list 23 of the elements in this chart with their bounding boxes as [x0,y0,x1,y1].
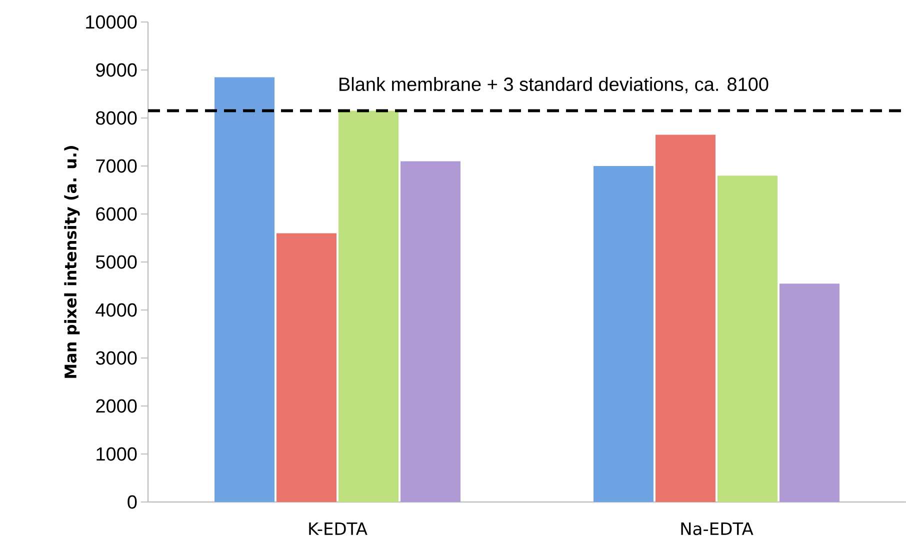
y-tick-label: 10000 [86,15,137,29]
x-tick-label: K-EDTA [309,522,368,535]
x-tick-label: Na-EDTA [681,522,754,536]
y-tick-label: 5000 [96,255,137,269]
y-tick-label: 3000 [96,351,137,365]
y-tick-label: 7000 [96,159,137,173]
y-tick-label: 9000 [96,63,137,77]
ref-line-label: Blank membrane + 3 standard deviations, ca. 8100 [340,77,768,94]
y-axis-title: Man pixel intensity (a. u.) [64,146,80,378]
y-tick-label: 2000 [96,399,137,413]
y-tick-label: 4000 [96,303,137,317]
bar [780,284,840,502]
bar [214,77,275,502]
bar [656,134,716,502]
bar [718,176,778,502]
bar [338,110,399,502]
y-tick-label: 1000 [96,447,137,461]
y-tick-label: 8000 [96,111,137,125]
bar [594,166,654,502]
y-tick-label: 0 [128,495,137,509]
bar [276,233,337,502]
bar [400,161,461,502]
y-tick-label: 6000 [96,207,137,221]
